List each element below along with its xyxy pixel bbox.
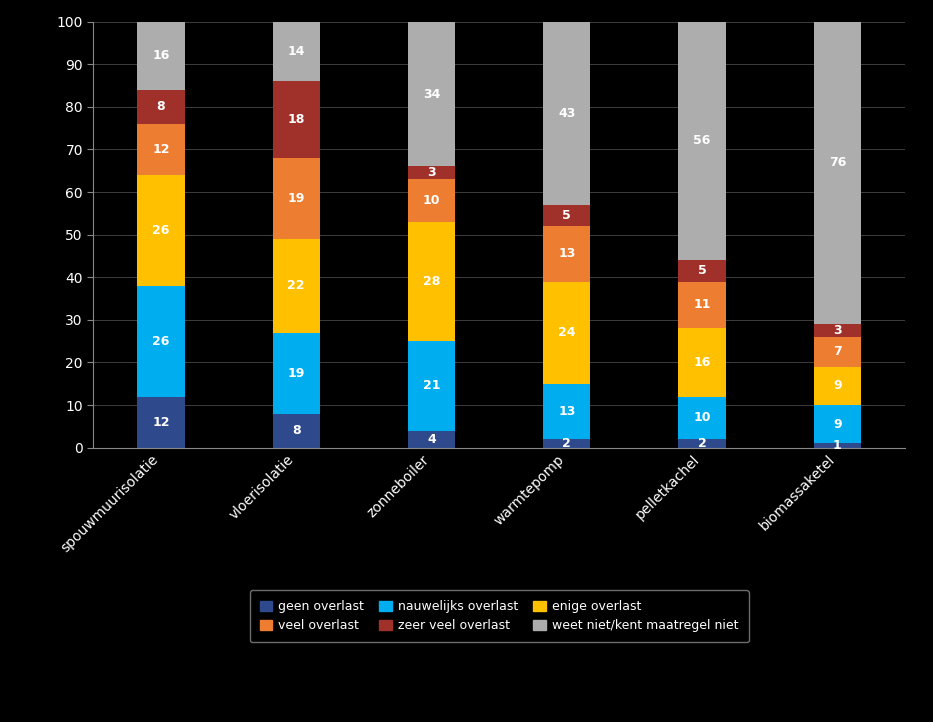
Text: 3: 3 — [427, 166, 436, 179]
Bar — [814, 367, 861, 405]
Text: 16: 16 — [693, 356, 711, 369]
Text: 19: 19 — [287, 367, 305, 380]
Text: 28: 28 — [423, 275, 440, 288]
Bar — [543, 383, 591, 439]
Text: 12: 12 — [152, 416, 170, 429]
Bar — [272, 82, 320, 158]
Text: 1: 1 — [833, 439, 842, 452]
Text: 56: 56 — [693, 134, 711, 147]
Bar — [543, 282, 591, 384]
Bar — [408, 222, 455, 341]
Bar — [137, 175, 185, 286]
Bar — [678, 282, 726, 329]
Bar — [543, 226, 591, 282]
Bar — [408, 179, 455, 222]
Text: 22: 22 — [287, 279, 305, 292]
Text: 9: 9 — [833, 379, 842, 392]
Bar — [408, 22, 455, 167]
Bar — [408, 167, 455, 179]
Text: 2: 2 — [698, 437, 706, 450]
Text: 76: 76 — [829, 156, 846, 169]
Text: 24: 24 — [558, 326, 576, 339]
Text: 10: 10 — [423, 194, 440, 207]
Text: 11: 11 — [693, 298, 711, 311]
Bar — [814, 324, 861, 337]
Bar — [137, 22, 185, 90]
Text: 18: 18 — [287, 113, 305, 126]
Text: 2: 2 — [563, 437, 571, 450]
Text: 13: 13 — [558, 248, 576, 261]
Bar — [137, 396, 185, 448]
Text: 9: 9 — [833, 418, 842, 431]
Bar — [678, 329, 726, 396]
Bar — [814, 0, 861, 324]
Bar — [272, 158, 320, 239]
Text: 13: 13 — [558, 405, 576, 418]
Text: 5: 5 — [563, 209, 571, 222]
Bar — [678, 439, 726, 448]
Bar — [137, 286, 185, 396]
Bar — [678, 22, 726, 260]
Bar — [137, 124, 185, 175]
Text: 8: 8 — [157, 100, 165, 113]
Text: 10: 10 — [693, 412, 711, 425]
Text: 34: 34 — [423, 87, 440, 100]
Text: 5: 5 — [698, 264, 706, 277]
Bar — [678, 396, 726, 439]
Bar — [543, 22, 591, 205]
Text: 4: 4 — [427, 432, 436, 445]
Legend: geen overlast, veel overlast, nauwelijks overlast, zeer veel overlast, enige ove: geen overlast, veel overlast, nauwelijks… — [250, 590, 748, 643]
Text: 43: 43 — [558, 107, 576, 120]
Text: 14: 14 — [287, 45, 305, 58]
Text: 8: 8 — [292, 424, 300, 437]
Text: 16: 16 — [152, 49, 170, 62]
Bar — [408, 341, 455, 430]
Text: 26: 26 — [152, 334, 170, 348]
Bar — [678, 260, 726, 282]
Text: 3: 3 — [833, 324, 842, 337]
Bar — [272, 333, 320, 414]
Bar — [814, 337, 861, 367]
Text: 12: 12 — [152, 143, 170, 156]
Bar — [814, 405, 861, 443]
Bar — [137, 90, 185, 124]
Bar — [272, 239, 320, 333]
Text: 7: 7 — [833, 345, 842, 358]
Bar — [814, 443, 861, 448]
Bar — [543, 205, 591, 226]
Bar — [272, 414, 320, 448]
Text: 26: 26 — [152, 224, 170, 237]
Text: 21: 21 — [423, 379, 440, 392]
Bar — [408, 430, 455, 448]
Text: 19: 19 — [287, 192, 305, 205]
Bar — [272, 22, 320, 82]
Bar — [543, 439, 591, 448]
